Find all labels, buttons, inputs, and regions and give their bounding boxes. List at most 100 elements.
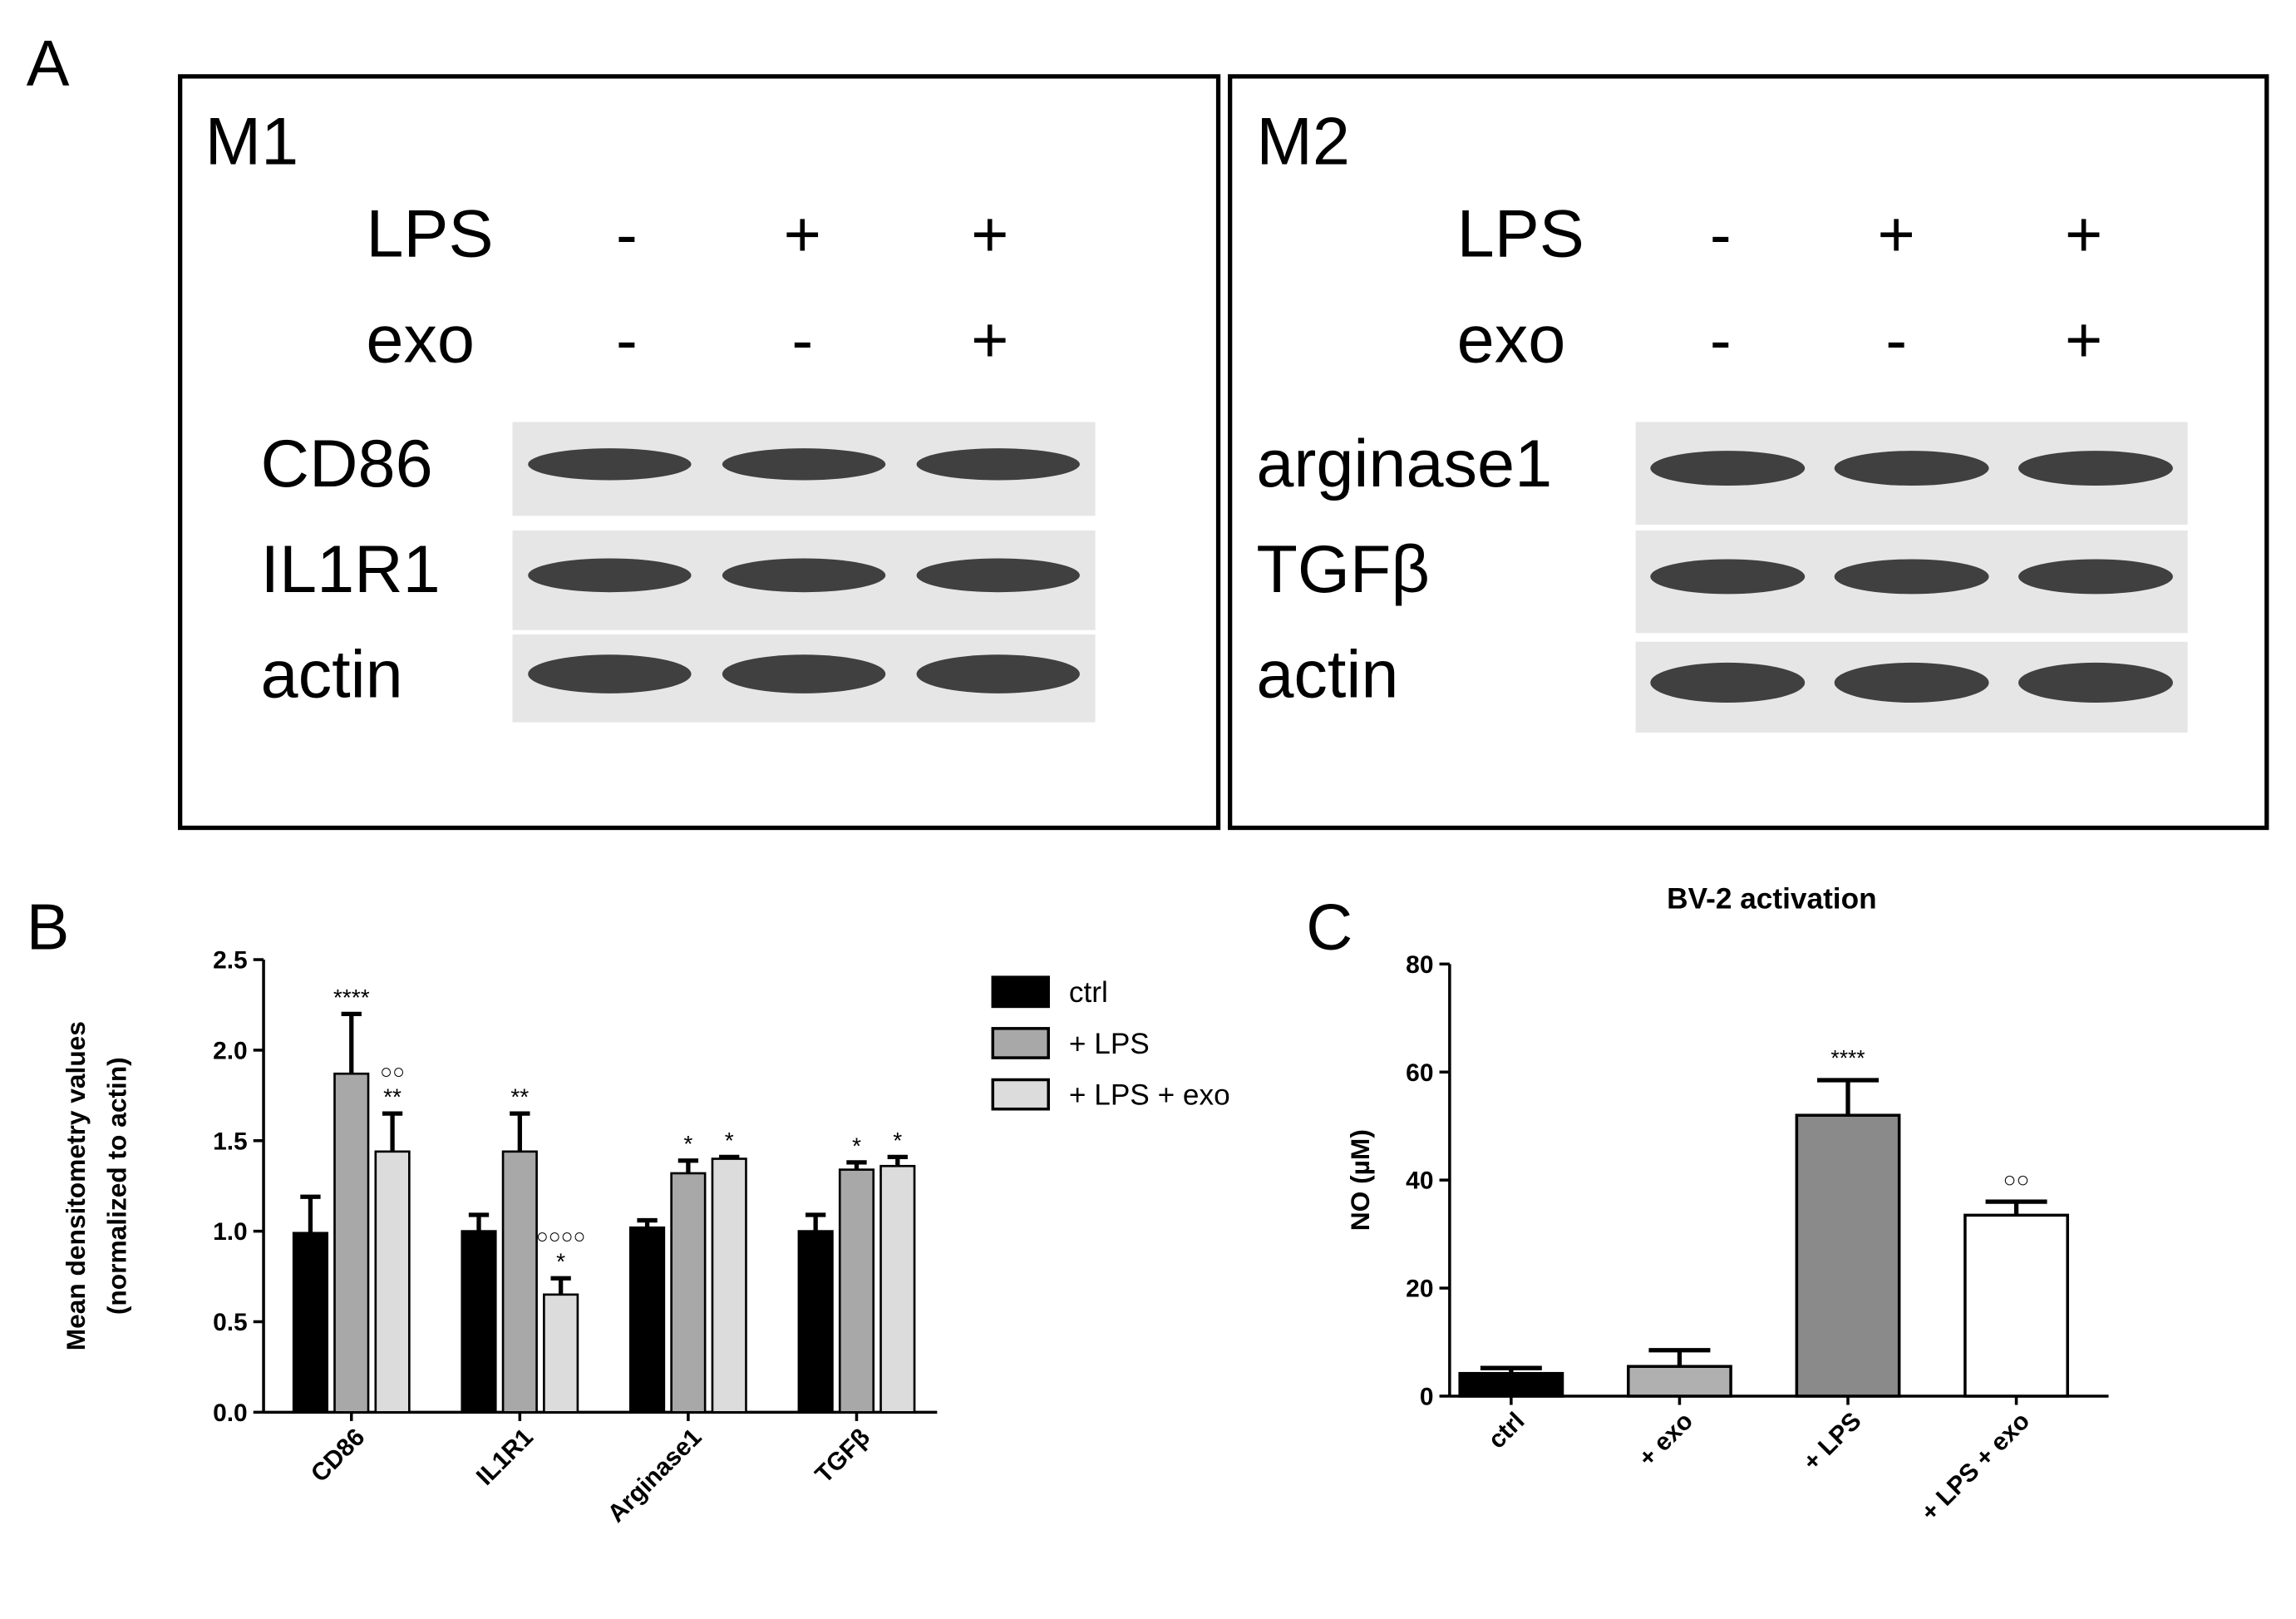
error-bar <box>382 1111 403 1152</box>
error-bar <box>719 1154 740 1160</box>
treatment-sign: - <box>616 200 638 271</box>
bar <box>711 1157 747 1414</box>
bar <box>670 1172 707 1414</box>
error-bar <box>846 1160 867 1170</box>
y-tick-label: 20 <box>1406 1276 1433 1303</box>
y-tick-label: 2.0 <box>213 1037 248 1064</box>
blot-band <box>1650 662 1806 703</box>
blot-band <box>528 448 692 481</box>
bar <box>501 1150 538 1414</box>
legend-swatch <box>991 1027 1050 1059</box>
blot-label: arginase1 <box>1256 427 1552 501</box>
significance: * <box>893 1127 902 1153</box>
panel-title: M2 <box>1256 105 1350 180</box>
treatment-sign: + <box>971 304 1008 376</box>
bar <box>838 1168 875 1414</box>
significance: * <box>556 1248 565 1275</box>
bar <box>333 1072 370 1414</box>
panel-label: C <box>1306 892 1352 964</box>
error-bar <box>1985 1199 2047 1216</box>
blot-band <box>722 558 886 593</box>
y-axis-label: NO (µM) <box>1345 1129 1375 1231</box>
bar <box>1963 1213 2069 1398</box>
blot-band <box>916 558 1080 593</box>
panel-label: B <box>27 892 70 964</box>
blot-label: actin <box>261 638 403 713</box>
blot-band <box>1834 451 1989 486</box>
legend-label: + LPS + exo <box>1069 1079 1230 1111</box>
error-bar <box>1480 1365 1542 1374</box>
bar <box>1795 1113 1901 1398</box>
blot-band <box>528 654 692 694</box>
blot-band <box>916 448 1080 481</box>
treatment-label: LPS <box>366 197 493 272</box>
treatment-label: exo <box>1457 302 1566 377</box>
blot-label: CD86 <box>261 427 433 501</box>
bar <box>1627 1365 1732 1398</box>
blot-label: TGFβ <box>1256 532 1430 607</box>
blot-band <box>1834 662 1989 703</box>
treatment-label: exo <box>366 302 475 377</box>
y-tick-label: 40 <box>1406 1167 1433 1195</box>
bar <box>374 1150 411 1414</box>
blot-label: actin <box>1256 638 1398 713</box>
y-tick-label: 60 <box>1406 1059 1433 1087</box>
error-bar <box>550 1276 571 1295</box>
panel-label: A <box>27 27 70 99</box>
blot-band <box>2018 451 2173 486</box>
blot-band <box>2018 559 2173 595</box>
treatment-sign: + <box>1877 200 1914 271</box>
blot-label: IL1R1 <box>261 532 441 607</box>
bar <box>1458 1371 1564 1398</box>
y-tick-label: 80 <box>1406 951 1433 979</box>
significance: * <box>852 1132 861 1158</box>
y-tick-label: 0 <box>1420 1384 1434 1411</box>
y-axis-label: Mean densitometry values <box>61 1021 91 1350</box>
significance: **** <box>1830 1045 1865 1070</box>
error-bar <box>300 1194 321 1233</box>
legend-label: + LPS <box>1069 1028 1150 1060</box>
significance: ○○○○ <box>536 1226 586 1248</box>
blot-band <box>722 654 886 694</box>
error-bar <box>887 1154 908 1167</box>
significance: ○○ <box>2003 1167 2030 1192</box>
error-bar <box>805 1212 826 1232</box>
panel-box <box>1228 74 2269 831</box>
error-bar <box>637 1217 658 1228</box>
error-bar <box>1816 1078 1879 1116</box>
blot-band <box>1650 451 1806 486</box>
legend-swatch <box>991 975 1050 1009</box>
significance: ** <box>510 1083 529 1110</box>
treatment-sign: + <box>784 200 821 271</box>
error-bar <box>677 1158 699 1173</box>
treatment-sign: - <box>1885 304 1907 376</box>
treatment-sign: - <box>791 304 813 376</box>
legend-swatch <box>991 1078 1050 1111</box>
treatment-sign: - <box>1710 304 1732 376</box>
treatment-sign: + <box>2065 304 2102 376</box>
treatment-sign: - <box>1710 200 1732 271</box>
blot-band <box>1834 559 1989 595</box>
treatment-sign: + <box>2065 200 2102 271</box>
panel-title: M1 <box>205 105 299 180</box>
significance: ○○ <box>380 1061 405 1083</box>
treatment-sign: - <box>616 304 638 376</box>
blot-band <box>722 448 886 481</box>
error-bar <box>1648 1348 1711 1367</box>
bar <box>292 1232 329 1414</box>
treatment-sign: + <box>971 200 1008 271</box>
blot-band <box>2018 662 2173 703</box>
bar <box>879 1164 916 1414</box>
blot-band <box>528 558 692 593</box>
bar <box>628 1226 666 1414</box>
y-tick-label: 0.0 <box>213 1399 248 1427</box>
panel-box <box>178 74 1221 831</box>
chart-title: BV-2 activation <box>1667 882 1876 915</box>
y-tick-label: 1.5 <box>213 1128 248 1155</box>
error-bar <box>468 1212 490 1232</box>
y-tick-label: 2.5 <box>213 947 248 975</box>
error-bar <box>510 1111 530 1152</box>
y-axis-label: (normalized to actin) <box>101 1057 131 1315</box>
significance: * <box>683 1130 692 1157</box>
